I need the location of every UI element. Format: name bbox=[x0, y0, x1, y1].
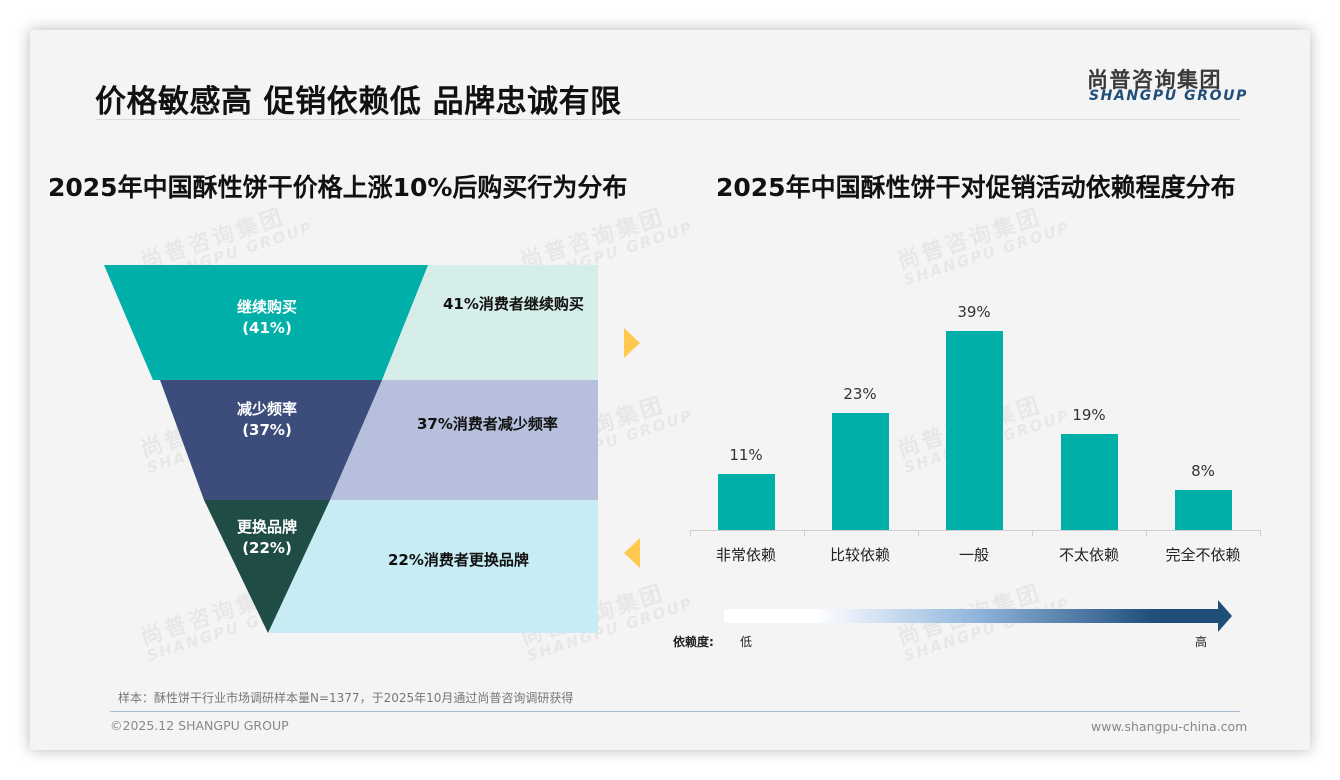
bar-fairly-dependent bbox=[832, 413, 889, 530]
dependency-gradient-arrow-icon bbox=[724, 600, 1232, 632]
bar-not-dependent bbox=[1175, 490, 1232, 530]
funnel-layer-2 bbox=[160, 380, 382, 500]
x-axis-label: 不太依赖 bbox=[1058, 546, 1119, 564]
funnel-label-2: 减少频率 (37%) bbox=[236, 400, 297, 439]
funnel-label-1: 继续购买 (41%) bbox=[236, 298, 297, 337]
axis-tick bbox=[1146, 530, 1147, 536]
x-axis-line bbox=[690, 530, 1260, 531]
x-axis-label: 完全不依赖 bbox=[1165, 546, 1241, 564]
dependency-low-label: 低 bbox=[740, 635, 753, 649]
funnel-chart-title: 2025年中国酥性饼干价格上涨10%后购买行为分布 bbox=[48, 173, 628, 202]
axis-tick bbox=[1032, 530, 1033, 536]
x-axis-label: 一般 bbox=[958, 546, 989, 564]
footer-divider bbox=[110, 711, 1240, 712]
bar-less-dependent bbox=[1061, 434, 1118, 530]
page-title: 价格敏感高 促销依赖低 品牌忠诚有限 bbox=[95, 84, 622, 120]
arrow-right-icon bbox=[624, 328, 640, 358]
logo-cn: 尚普咨询集团 bbox=[1087, 68, 1222, 92]
dependency-high-label: 高 bbox=[1195, 635, 1208, 649]
axis-tick bbox=[1260, 530, 1261, 536]
x-axis-label: 比较依赖 bbox=[829, 546, 890, 564]
funnel-label-3: 更换品牌 (22%) bbox=[236, 518, 297, 557]
funnel-shape bbox=[104, 265, 640, 633]
arrow-left-icon bbox=[624, 538, 640, 568]
sample-footnote: 样本：酥性饼干行业市场调研样本量N=1377，于2025年10月通过尚普咨询调研… bbox=[118, 691, 574, 705]
bar-value-label: 19% bbox=[1072, 406, 1106, 424]
bar-value-label: 11% bbox=[729, 446, 763, 464]
bar-value-label: 39% bbox=[957, 303, 991, 321]
logo-en: SHANGPU GROUP bbox=[1089, 88, 1248, 104]
funnel-panel-2 bbox=[330, 380, 598, 500]
funnel-desc-3: 22%消费者更换品牌 bbox=[388, 551, 529, 569]
funnel-desc-2: 37%消费者减少频率 bbox=[417, 415, 558, 433]
dependency-scale-label: 依赖度: bbox=[673, 635, 714, 649]
website-link[interactable]: www.shangpu-china.com bbox=[1091, 719, 1248, 734]
bar-very-dependent bbox=[718, 474, 775, 530]
axis-tick bbox=[804, 530, 805, 536]
bar-neutral bbox=[946, 331, 1003, 530]
copyright: ©2025.12 SHANGPU GROUP bbox=[110, 718, 289, 733]
funnel-layer-1 bbox=[104, 265, 428, 380]
x-axis-label: 非常依赖 bbox=[715, 546, 776, 564]
slide: 尚普咨询集团 SHANGPU GROUP 尚普咨询集团 SHANGPU GROUP … bbox=[30, 30, 1310, 750]
bar-chart-title: 2025年中国酥性饼干对促销活动依赖程度分布 bbox=[716, 173, 1236, 202]
bar-value-label: 8% bbox=[1191, 462, 1215, 480]
funnel-desc-1: 41%消费者继续购买 bbox=[443, 295, 584, 313]
title-divider bbox=[95, 119, 1240, 120]
funnel-panel-3 bbox=[270, 500, 598, 633]
bar-value-label: 23% bbox=[843, 385, 877, 403]
axis-tick bbox=[690, 530, 691, 536]
axis-tick bbox=[918, 530, 919, 536]
funnel-layer-3 bbox=[204, 500, 330, 633]
